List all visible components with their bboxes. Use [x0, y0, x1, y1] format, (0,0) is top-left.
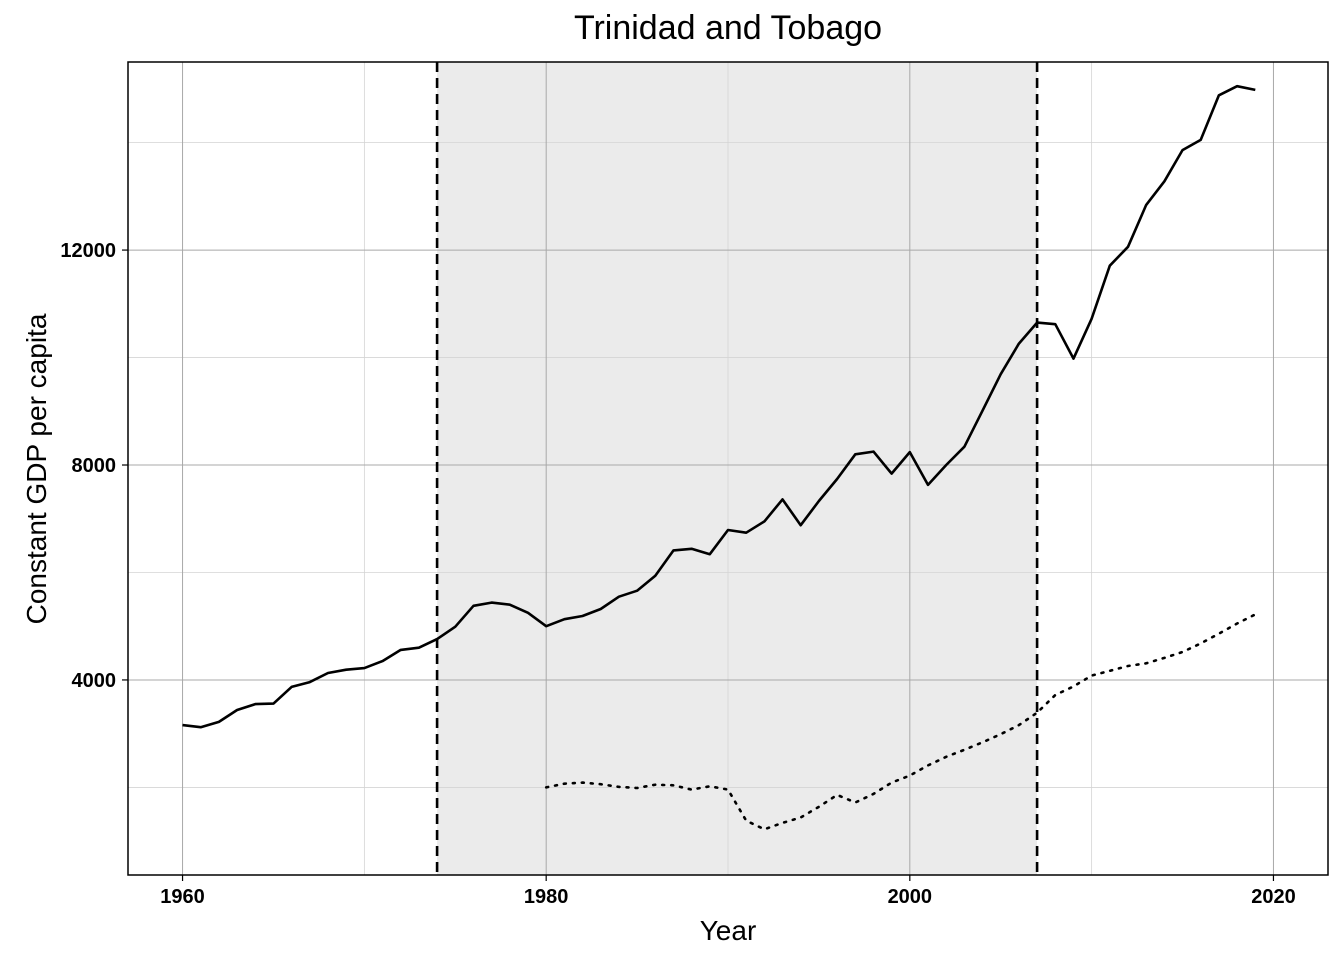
chart-title: Trinidad and Tobago	[574, 9, 882, 47]
x-axis: 1960 1980 2000 2020	[160, 875, 1296, 908]
period-markers	[435, 62, 1039, 875]
x-axis-title: Year	[700, 915, 757, 946]
x-tick-label: 1980	[524, 886, 569, 908]
y-axis-title: Constant GDP per capita	[21, 313, 52, 624]
x-tick-label: 2000	[888, 886, 933, 908]
shaded-period	[437, 62, 1038, 875]
series-layer	[182, 84, 1257, 831]
minor-grid	[128, 62, 1328, 875]
y-tick-label: 4000	[72, 670, 117, 692]
x-tick-label: 1960	[160, 886, 205, 908]
y-tick-label: 8000	[72, 455, 117, 477]
x-tick-label: 2020	[1251, 886, 1296, 908]
major-grid	[128, 62, 1328, 875]
series-line-2	[544, 613, 1257, 831]
y-axis: 4000 8000 12000	[60, 240, 128, 692]
plot-border	[127, 61, 1329, 876]
series-line-1	[182, 84, 1256, 729]
y-tick-label: 12000	[60, 240, 116, 262]
